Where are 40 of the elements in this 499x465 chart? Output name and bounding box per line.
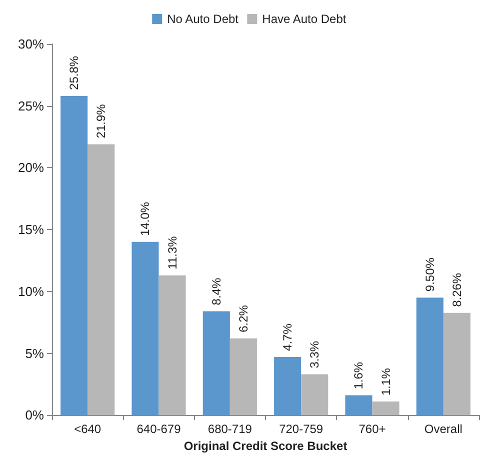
bar <box>443 312 470 416</box>
legend-label: Have Auto Debt <box>262 12 347 26</box>
data-label: 9.50% <box>422 257 437 292</box>
legend-label: No Auto Debt <box>167 12 240 26</box>
x-tick-label: 720-759 <box>279 422 324 436</box>
x-tick-label: 760+ <box>358 422 386 436</box>
y-tick-label: 0% <box>25 408 44 423</box>
data-label: 4.7% <box>280 323 295 351</box>
x-axis-title: Original Credit Score Bucket <box>184 439 348 453</box>
data-label: 8.4% <box>209 278 224 306</box>
x-tick-label: 640-679 <box>136 422 182 436</box>
bar <box>301 374 328 416</box>
y-tick-label: 20% <box>18 160 44 176</box>
bar <box>345 395 372 416</box>
data-label: 11.3% <box>165 236 180 270</box>
y-tick-label: 10% <box>18 284 44 299</box>
y-tick-label: 5% <box>25 346 44 361</box>
bar <box>416 298 444 416</box>
bar <box>202 311 230 416</box>
x-tick-label: <640 <box>74 422 102 436</box>
data-label: 1.6% <box>352 362 366 390</box>
bar <box>372 401 400 416</box>
y-tick-label: 25% <box>18 98 44 114</box>
data-label: 1.1% <box>378 368 393 396</box>
data-label: 21.9% <box>94 104 108 138</box>
bar <box>158 275 186 416</box>
bar <box>274 356 302 416</box>
data-label: 6.2% <box>236 304 250 332</box>
data-label: 25.8% <box>67 56 82 90</box>
bar <box>60 96 88 416</box>
x-tick-label: Overall <box>424 422 462 436</box>
data-label: 14.0% <box>138 202 152 236</box>
data-label: 3.3% <box>308 340 322 368</box>
data-label: 8.26% <box>450 272 464 307</box>
y-tick-label: 15% <box>18 222 44 238</box>
bar <box>132 242 159 416</box>
bar <box>88 144 115 416</box>
y-tick-label: 30% <box>18 36 44 52</box>
bar <box>230 338 257 416</box>
x-tick-label: 680-719 <box>208 422 252 436</box>
